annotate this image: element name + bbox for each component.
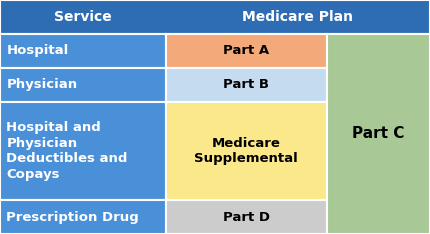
Text: Hospital and
Physician
Deductibles and
Copays: Hospital and Physician Deductibles and C… [6,121,128,181]
Bar [327,34,430,234]
Bar [166,68,327,102]
Text: Part D: Part D [223,211,270,223]
Bar [0,200,166,234]
Bar [166,200,327,234]
Bar [0,102,166,200]
Bar [166,102,327,200]
Text: Medicare Plan: Medicare Plan [242,10,353,24]
Text: Medicare
Supplemental: Medicare Supplemental [194,137,298,165]
Text: Part C: Part C [352,126,405,142]
Bar [0,34,166,68]
Text: Service: Service [54,10,112,24]
Bar [166,34,327,68]
Text: Part A: Part A [223,44,269,57]
Text: Physician: Physician [6,78,77,91]
Text: Prescription Drug: Prescription Drug [6,211,139,223]
Text: Part B: Part B [223,78,269,91]
Bar [0,0,430,34]
Text: Hospital: Hospital [6,44,69,57]
Bar [0,68,166,102]
